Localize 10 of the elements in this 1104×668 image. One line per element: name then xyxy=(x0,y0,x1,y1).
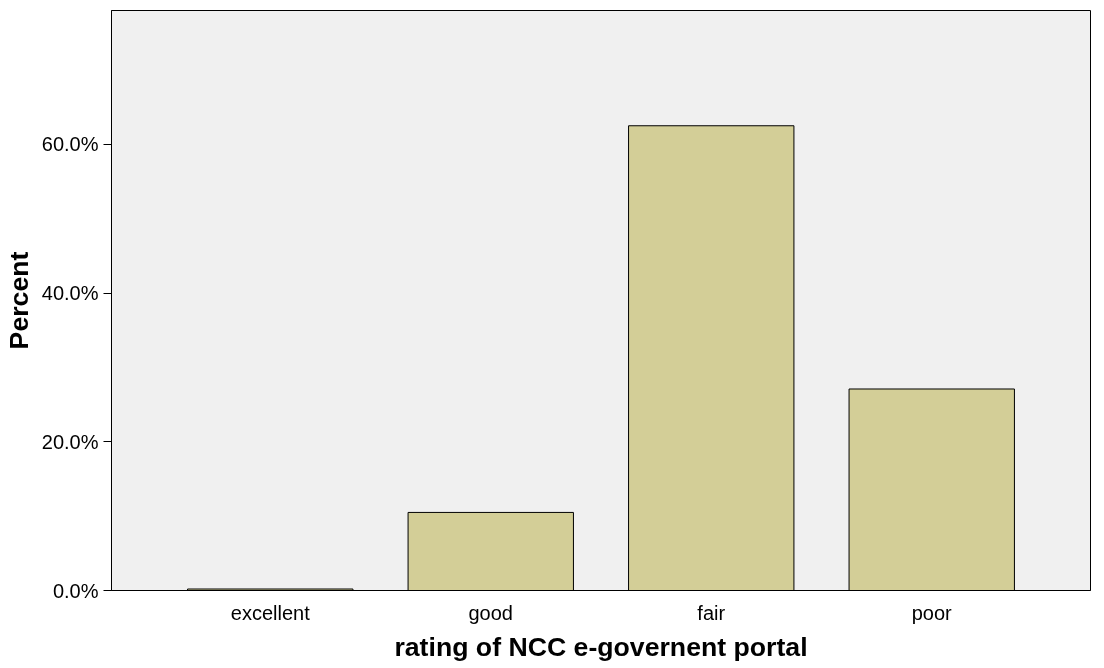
x-axis-title: rating of NCC e-governent portal xyxy=(394,631,808,662)
x-tick-label: excellent xyxy=(230,601,311,624)
x-tick-label: good xyxy=(468,601,514,624)
y-tick-label: 20.0% xyxy=(41,430,99,453)
y-tick-label: 40.0% xyxy=(41,282,99,305)
x-tick-label: poor xyxy=(911,601,953,624)
y-axis-title: Percent xyxy=(3,251,34,350)
x-tick-label: fair xyxy=(697,601,726,624)
y-tick-label: 60.0% xyxy=(41,133,99,156)
y-tick-label: 0.0% xyxy=(52,579,99,602)
